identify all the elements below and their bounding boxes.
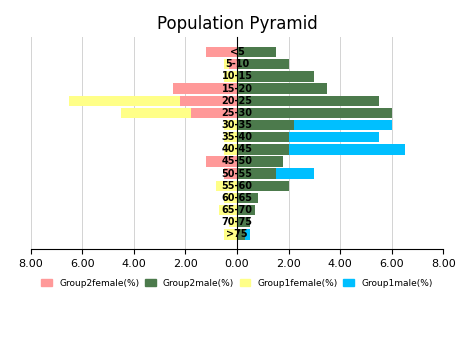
Bar (206, 47, 237, 57)
Text: 35-40: 35-40 (221, 132, 253, 142)
Bar (224, 193, 237, 203)
Bar (237, 144, 405, 154)
Bar (191, 108, 237, 118)
Bar (237, 132, 379, 142)
Bar (237, 120, 392, 130)
Bar (237, 108, 250, 118)
Bar (237, 47, 276, 57)
Bar (237, 193, 258, 203)
Bar (216, 180, 237, 191)
Bar (237, 83, 289, 94)
Bar (237, 96, 276, 106)
Bar (224, 59, 237, 69)
Legend: Group2female(%), Group2male(%), Group1female(%), Group1male(%): Group2female(%), Group2male(%), Group1fe… (37, 275, 437, 291)
Title: Population Pyramid: Population Pyramid (156, 15, 318, 33)
Bar (237, 180, 289, 191)
Bar (237, 59, 289, 69)
Text: 60-65: 60-65 (221, 193, 253, 203)
Bar (237, 156, 250, 167)
Bar (237, 71, 314, 81)
Bar (224, 168, 237, 179)
Bar (237, 59, 263, 69)
Bar (237, 47, 258, 57)
Bar (237, 71, 276, 81)
Bar (237, 96, 379, 106)
Bar (180, 96, 237, 106)
Bar (237, 217, 250, 227)
Text: 70-75: 70-75 (221, 217, 253, 227)
Bar (237, 144, 289, 154)
Bar (224, 168, 237, 179)
Bar (237, 205, 255, 215)
Bar (237, 83, 327, 94)
Bar (237, 193, 258, 203)
Text: 15-20: 15-20 (221, 83, 253, 94)
Bar (237, 120, 294, 130)
Bar (224, 156, 237, 167)
Bar (237, 180, 250, 191)
Bar (229, 59, 237, 69)
Bar (237, 156, 283, 167)
Bar (229, 217, 237, 227)
Text: <5: <5 (229, 47, 245, 57)
Bar (237, 168, 276, 179)
Bar (224, 144, 237, 154)
Text: 45-50: 45-50 (221, 156, 253, 167)
Bar (237, 168, 314, 179)
Bar (237, 229, 245, 240)
Bar (219, 205, 237, 215)
Text: 40-45: 40-45 (221, 144, 253, 154)
Text: 5-10: 5-10 (225, 59, 249, 69)
Text: 20-25: 20-25 (221, 96, 253, 106)
Text: 10-15: 10-15 (221, 71, 253, 81)
Bar (173, 83, 237, 94)
Text: >75: >75 (226, 230, 248, 239)
Text: 50-55: 50-55 (221, 169, 253, 179)
Bar (69, 96, 237, 106)
Bar (121, 108, 237, 118)
Text: 55-60: 55-60 (221, 181, 253, 191)
Bar (237, 229, 250, 240)
Bar (206, 156, 237, 167)
Bar (185, 83, 237, 94)
Text: 25-30: 25-30 (221, 108, 253, 118)
Bar (237, 132, 289, 142)
Bar (237, 205, 250, 215)
Bar (237, 217, 250, 227)
Bar (224, 132, 237, 142)
Bar (237, 108, 392, 118)
Bar (224, 71, 237, 81)
Text: 30-35: 30-35 (221, 120, 253, 130)
Bar (224, 229, 237, 240)
Text: 65-70: 65-70 (221, 205, 253, 215)
Bar (224, 120, 237, 130)
